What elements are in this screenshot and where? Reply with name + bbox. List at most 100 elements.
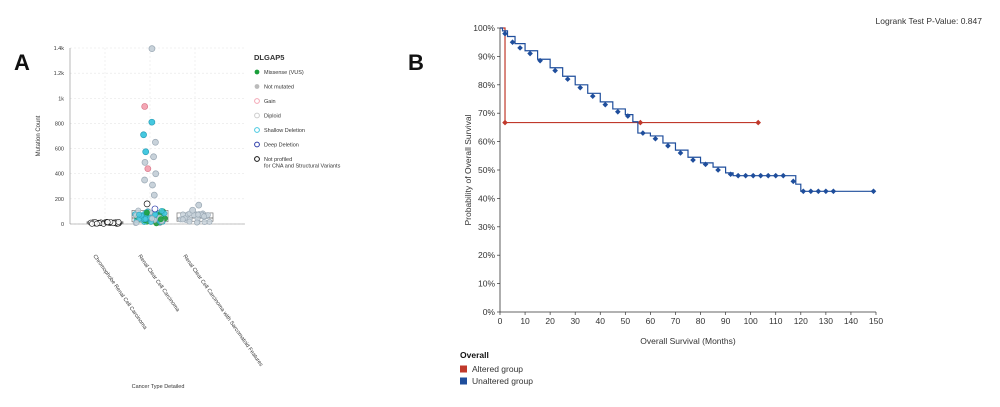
y-tick-label: 60% [478,137,495,147]
x-tick-label: 150 [869,316,883,326]
censor-mark [625,113,631,119]
x-tick-label: 80 [696,316,706,326]
censor-mark [589,93,596,99]
censor-mark [509,39,516,45]
data-point [186,218,193,225]
data-point [93,220,100,227]
y-tick-label: 1.4k [54,46,65,52]
survival-curve-unaltered [500,27,874,192]
legend-marker [254,127,260,133]
x-axis-label: Overall Survival (Months) [640,336,736,346]
censor-mark [772,172,779,179]
censor-mark [765,172,772,179]
x-tick-label: 50 [621,316,631,326]
legend-label: Unaltered group [472,376,533,386]
x-tick-label: 40 [596,316,606,326]
y-tick-label: 200 [55,197,64,203]
survival-curve-altered [500,27,759,124]
y-tick-label: 0% [483,307,496,317]
outlier-point [152,170,160,178]
y-tick-label: 50% [478,165,495,175]
censor-mark [517,45,523,51]
censor-mark [808,188,814,195]
censor-mark [790,178,797,185]
outlier-point [141,103,149,110]
outlier-point [144,165,152,173]
data-point [115,218,122,225]
data-point [136,211,142,218]
legend-label: Shallow Deletion [264,128,305,134]
censor-mark [870,188,877,195]
x-tick-label: Chromophobe Renal Cell Carcinoma [91,254,148,332]
x-tick-label: 60 [646,316,656,326]
legend-marker [254,141,260,148]
y-tick-label: 0 [61,222,64,228]
data-point [195,211,201,218]
y-tick-label: 90% [478,51,495,61]
censor-mark [830,188,837,195]
censor-mark [677,150,684,156]
outlier-point [149,181,156,189]
data-point [133,219,140,226]
data-point [158,207,165,214]
outlier-point [195,201,203,209]
x-tick-label: 120 [794,316,808,326]
outlier-point [148,45,156,52]
censor-mark [780,172,787,179]
data-point [201,219,208,225]
survival-chart: 0% 10% 20% 30% 40% 50% 60% 70% 80% 90% 100% 0 10 20 30… [460,16,982,386]
data-point [89,220,95,227]
outlier-point [189,206,196,214]
y-tick-label: 1.2k [54,71,65,77]
censor-mark [502,30,508,37]
x-tick-label: 30 [570,316,580,326]
censor-mark [742,172,749,179]
censor-mark [552,67,558,74]
data-point [104,219,111,226]
outlier-point [148,118,156,126]
x-tick-label: 110 [769,316,783,326]
y-tick-label: 1k [58,96,64,102]
x-tick-label: 90 [721,316,731,326]
legend-swatch [460,365,467,373]
y-tick-label: 10% [478,279,495,289]
data-point [149,215,155,222]
data-point [142,216,149,223]
censor-mark [615,108,621,115]
y-tick-label: 100% [473,23,495,33]
data-point [194,219,200,226]
legend-label: Not profiled for CNA and Structural Varia… [264,157,341,170]
censor-mark [702,161,709,168]
data-point [144,209,150,216]
legend-label: Altered group [472,364,523,374]
legend-label: Gain [264,99,276,105]
x-tick-label: 100 [744,316,758,326]
censor-mark [727,171,734,178]
outlier-point [143,200,151,208]
censor-mark [602,101,609,108]
data-point [179,216,186,223]
x-tick-label: 70 [671,316,681,326]
outlier-point [140,131,147,139]
data-point [201,213,207,220]
legend-title: DLGAP5 [254,53,284,62]
y-tick-label: 20% [478,250,495,260]
panel-label-a: A [14,50,30,75]
censor-mark [652,135,659,142]
legend-marker [254,156,260,162]
censor-mark [815,188,822,195]
outlier-point [151,205,159,213]
y-tick-label: 600 [55,147,64,153]
x-tick-label: 10 [520,316,530,326]
legend-label: Diploid [264,114,281,120]
x-tick-label: 0 [498,316,503,326]
mutation-count-chart: 0 200 400 600 800 1k 1.2k 1.4k Mutation Count Chr… [36,45,341,390]
outlier-point [141,159,149,166]
censor-mark [502,119,508,126]
censor-mark [564,76,571,82]
x-axis-label: Cancer Type Detailed [132,384,185,390]
censor-mark [537,57,543,64]
legend-marker [254,98,260,104]
censor-mark [640,130,646,136]
